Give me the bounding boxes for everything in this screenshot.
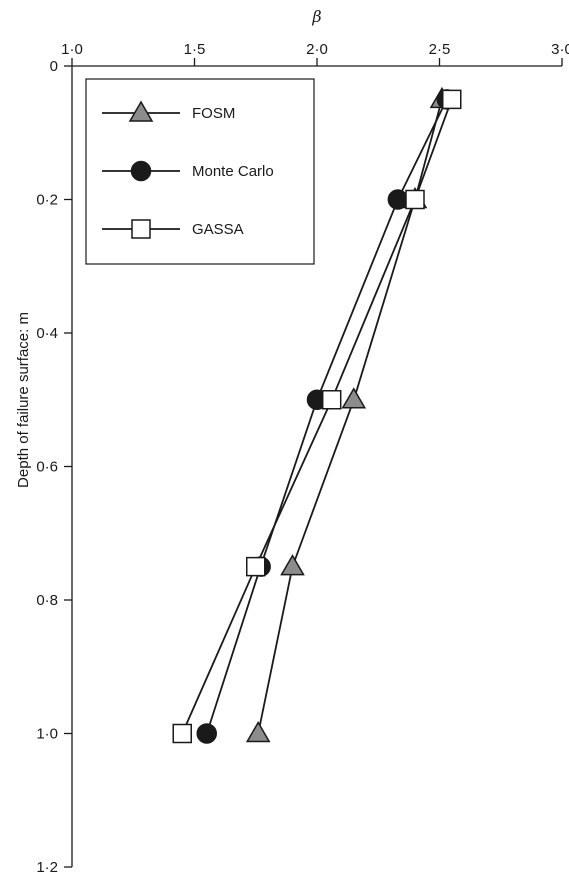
y-tick-label: 1·2 (36, 859, 58, 876)
x-tick-label: 3·0 (551, 41, 569, 58)
x-axis-title: β (311, 7, 321, 26)
y-tick-label: 1·0 (36, 726, 58, 743)
fosm-point (341, 387, 367, 409)
gassa-point (172, 723, 192, 744)
x-tick-label: 2·0 (306, 41, 328, 58)
legend-label-gassa: GASSA (192, 221, 244, 238)
y-axis-title: Depth of failure surface: m (15, 312, 32, 488)
legend-marker-gassa (131, 219, 151, 239)
fosm-point (280, 554, 305, 576)
monte-carlo-point (196, 723, 217, 744)
series-layer (172, 86, 462, 744)
gassa-point (442, 89, 462, 110)
legend-marker-fosm (128, 100, 154, 122)
gassa-point (321, 390, 342, 410)
legend-marker-monte-carlo (130, 160, 152, 182)
y-tick-label: 0·4 (36, 325, 58, 342)
legend-label-fosm: FOSM (192, 105, 235, 122)
y-tick-label: 0 (50, 58, 58, 75)
monte-carlo-point (387, 189, 409, 210)
legend-label-monte-carlo: Monte Carlo (192, 163, 274, 180)
y-tick-label: 0·2 (36, 192, 58, 209)
x-tick-label: 1·5 (184, 41, 206, 58)
fosm-point (245, 721, 271, 743)
legend: FOSM Monte Carlo GASSA (85, 78, 315, 265)
gassa-point (246, 556, 266, 577)
y-tick-label: 0·6 (36, 459, 58, 476)
gassa-point (405, 189, 425, 210)
axes: 1·0 1·5 2·0 2·5 3·0 0 0·2 0·4 0·6 0·8 1·0 1·2 (36, 41, 569, 876)
y-tick-label: 0·8 (36, 592, 58, 609)
x-tick-label: 2·5 (429, 41, 451, 58)
x-tick-label: 1·0 (61, 41, 83, 58)
